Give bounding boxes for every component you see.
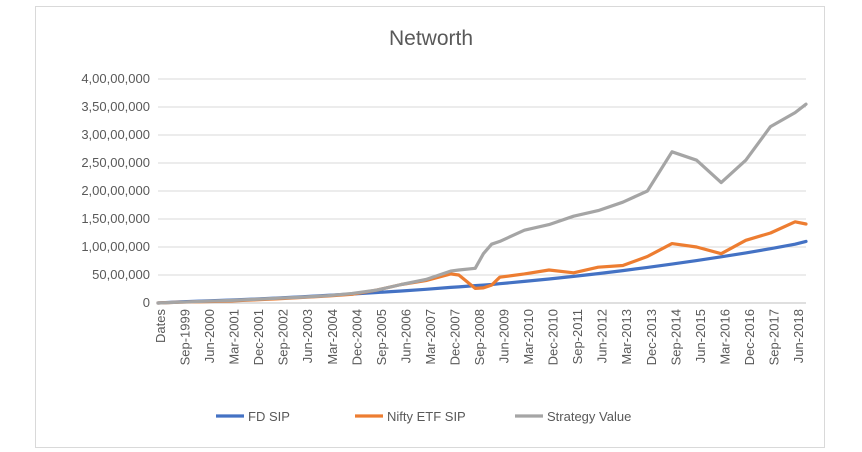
x-tick-label: Sep-2017 xyxy=(766,309,781,365)
x-tick-label: Sep-2008 xyxy=(472,309,487,365)
x-tick-label: Dec-2004 xyxy=(349,309,364,365)
y-tick-label: 0 xyxy=(143,295,150,310)
x-tick-label: Sep-2005 xyxy=(374,309,389,365)
x-tick-label: Jun-2015 xyxy=(693,309,708,363)
chart-title: Networth xyxy=(389,27,473,50)
x-tick-label: Sep-1999 xyxy=(178,309,193,365)
x-tick-label: Dec-2001 xyxy=(251,309,266,365)
x-tick-label: Sep-2011 xyxy=(570,309,585,364)
legend-label: Strategy Value xyxy=(547,409,631,424)
x-tick-label: Jun-2009 xyxy=(497,309,512,363)
y-tick-label: 2,00,00,000 xyxy=(81,183,150,198)
x-tick-label: Dec-2010 xyxy=(546,309,561,365)
grid-layer xyxy=(158,78,806,276)
x-tick-label: Jun-2000 xyxy=(202,309,217,363)
x-tick-label: Mar-2016 xyxy=(717,309,732,365)
x-tick-label: Mar-2001 xyxy=(227,309,242,365)
y-tick-label: 1,00,00,000 xyxy=(81,239,150,254)
series-line-nifty-etf-sip xyxy=(156,220,808,305)
x-tick-label: Jun-2006 xyxy=(398,309,413,363)
x-tick-label: Jun-2018 xyxy=(791,309,806,363)
legend-label: Nifty ETF SIP xyxy=(387,409,466,424)
y-tick-label: 3,50,00,000 xyxy=(81,99,150,114)
x-tick-label: Dec-2007 xyxy=(447,309,462,365)
y-tick-label: 3,00,00,000 xyxy=(81,127,150,142)
y-tick-label: 50,00,000 xyxy=(92,267,150,282)
y-tick-label: 1,50,00,000 xyxy=(81,211,150,226)
x-tick-label: Mar-2010 xyxy=(521,309,536,365)
x-tick-label: Mar-2007 xyxy=(423,309,438,365)
x-tick-label: Jun-2003 xyxy=(300,309,315,363)
y-tick-label: 4,00,00,000 xyxy=(81,71,150,86)
x-tick-label: Dec-2013 xyxy=(644,309,659,365)
series-line-strategy-value xyxy=(156,102,808,305)
axis-layer: 0 50,00,000 1,00,00,000 1,50,00,000 2,00,00,… xyxy=(81,71,806,365)
x-tick-label: Sep-2002 xyxy=(276,309,291,365)
x-tick-label: Dates xyxy=(153,309,168,343)
x-tick-label: Mar-2004 xyxy=(325,309,340,365)
legend-label: FD SIP xyxy=(248,409,290,424)
y-tick-label: 2,50,00,000 xyxy=(81,155,150,170)
chart-frame: 0 50,00,000 1,00,00,000 1,50,00,000 2,00,00,… xyxy=(35,6,825,448)
x-tick-label: Jun-2012 xyxy=(595,309,610,363)
x-tick-label: Dec-2016 xyxy=(742,309,757,365)
networth-chart: 0 50,00,000 1,00,00,000 1,50,00,000 2,00,00,… xyxy=(81,27,808,424)
x-tick-label: Sep-2014 xyxy=(668,309,683,365)
x-tick-label: Mar-2013 xyxy=(619,309,634,365)
legend: FD SIP Nifty ETF SIP Strategy Value xyxy=(216,409,631,424)
series-layer xyxy=(156,102,808,305)
